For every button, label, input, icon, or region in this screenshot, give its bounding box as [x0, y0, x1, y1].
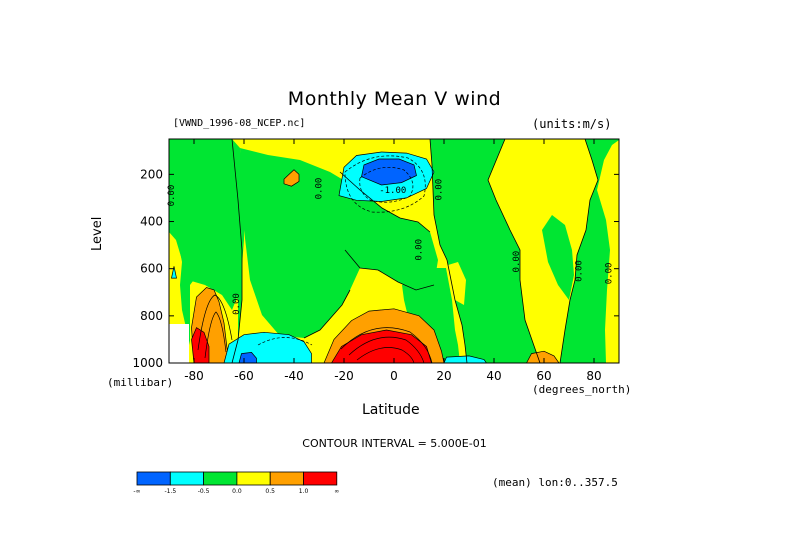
negative-region-hi-lat [542, 215, 574, 300]
negative-region-west [169, 139, 244, 310]
legend-label: ∞ [334, 488, 339, 495]
contour-region-11 [443, 355, 487, 363]
contour-label: 0.00 [415, 239, 425, 261]
contour-regions [171, 151, 560, 363]
legend-swatch [236, 471, 271, 486]
x-tick-label: 80 [586, 369, 601, 383]
contour-lines [197, 139, 599, 363]
y-axis-unit: (millibar) [107, 376, 174, 389]
file-label: [VWND_1996-08_NCEP.nc] [173, 118, 306, 129]
x-tick-label: 40 [486, 369, 501, 383]
x-tick-label: -20 [334, 369, 354, 383]
legend-swatch [303, 471, 338, 486]
positive-region-subtropics [488, 139, 598, 363]
legend-label: 1.0 [299, 488, 309, 495]
legend-swatch [203, 471, 238, 486]
y-tick-label: 1000 [132, 356, 163, 370]
y-tick-label: 600 [140, 262, 163, 276]
contour-label: 0.00 [232, 293, 242, 315]
legend-label: 0.0 [232, 488, 242, 495]
contour-label: -1.00 [379, 186, 406, 196]
small-yellow-island [448, 262, 466, 305]
y-axis-title: Level [90, 216, 105, 251]
positive-region-polar [597, 140, 619, 363]
axis-ticks [169, 139, 619, 364]
contour-labels: 0.00 0.00 0.00 0.00 0.00 0.00 0.00 0.00 -1.00 [167, 178, 615, 315]
y-tick-label: 200 [140, 167, 163, 181]
region-label: (mean) lon:0..357.5 [492, 476, 618, 489]
legend-swatch [269, 471, 304, 486]
x-tick-label: 0 [390, 369, 398, 383]
contour-label: 0.00 [512, 251, 522, 273]
x-tick-label: -60 [234, 369, 254, 383]
chart-title: Monthly Mean V wind [287, 88, 502, 110]
contour-label: 0.00 [575, 260, 585, 282]
y-tick-label: 400 [140, 215, 163, 229]
axis-tick-labels: -80 -60 -40 -20 0 20 40 60 80 200 400 600 800 1000 [132, 167, 601, 383]
x-axis-title: Latitude [362, 402, 420, 418]
legend-label: -∞ [133, 488, 140, 495]
missing-data-block [169, 324, 189, 363]
contour-region-8 [238, 352, 257, 363]
contour-region-12 [171, 266, 177, 279]
x-axis-unit: (degrees_north) [532, 383, 632, 396]
x-tick-label: -80 [184, 369, 204, 383]
contour-region-1 [191, 327, 210, 363]
contour-label: 0.00 [167, 185, 177, 207]
legend-swatch [169, 471, 205, 486]
legend-label: -0.5 [198, 488, 210, 495]
units-label: (units:m/s) [532, 117, 612, 131]
contour-region-3 [331, 329, 432, 363]
x-tick-label: 20 [436, 369, 451, 383]
contour-region-6 [526, 350, 560, 363]
contour-label: 0.00 [435, 179, 445, 201]
x-tick-label: -40 [284, 369, 304, 383]
contour-interval-label: CONTOUR INTERVAL = 5.000E-01 [302, 437, 487, 450]
color-legend: -∞ -1.5 -0.5 0.0 0.5 1.0 ∞ [133, 471, 339, 495]
contour-region-10 [361, 158, 417, 186]
negative-tongue-upper [240, 148, 438, 338]
contour-region-4 [283, 169, 300, 187]
legend-swatch [136, 471, 171, 486]
contour-label: 0.00 [315, 178, 325, 200]
x-tick-label: 60 [536, 369, 551, 383]
y-tick-label: 800 [140, 309, 163, 323]
legend-label: 0.5 [265, 488, 275, 495]
legend-label: -1.5 [164, 488, 176, 495]
contour-label: 0.00 [605, 263, 615, 285]
